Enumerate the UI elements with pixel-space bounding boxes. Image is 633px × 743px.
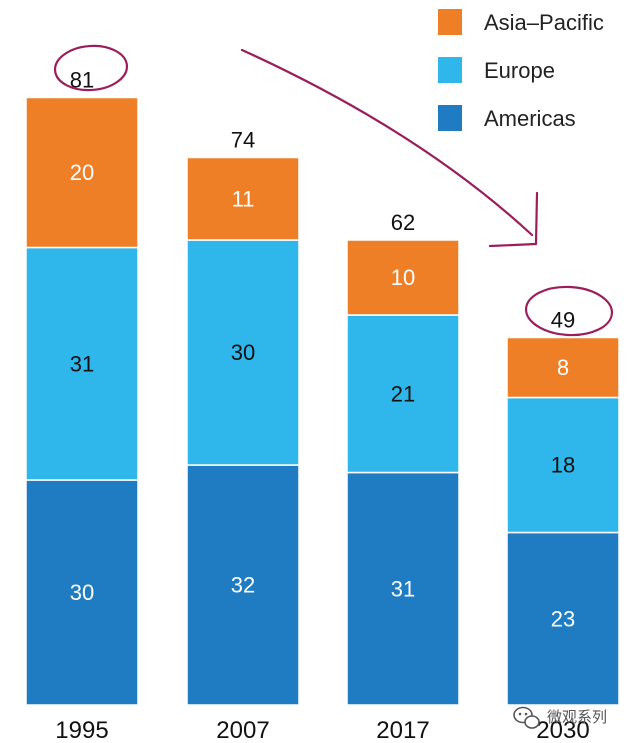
- data-label-asia-pacific-2030: 8: [557, 355, 569, 380]
- segment-labels-layer: 30 31 20 32 30 11 31 21 10 23 18 8: [70, 160, 575, 631]
- data-label-europe-2030: 18: [551, 453, 575, 478]
- x-tick-label-2030: 2030: [536, 717, 589, 743]
- data-label-asia-pacific-2007: 11: [232, 186, 255, 211]
- legend-label-americas: Americas: [484, 106, 576, 131]
- bar-europe-2030: [506, 396, 620, 534]
- bars-layer: [25, 96, 620, 706]
- arrow-annotation: [240, 48, 534, 237]
- total-label-2030: 49: [551, 308, 575, 333]
- circle-annotation-2030: [524, 285, 614, 337]
- data-label-asia-pacific-1995: 20: [70, 160, 94, 185]
- bar-europe-1995: [25, 246, 139, 481]
- data-label-europe-1995: 31: [70, 351, 94, 376]
- bar-europe-2007: [186, 239, 300, 466]
- data-label-americas-2030: 23: [551, 606, 575, 631]
- x-axis-labels: 1995 2007 2017 2030: [55, 717, 589, 743]
- watermark-text: 微观系列: [547, 709, 607, 726]
- total-label-2017: 62: [391, 210, 415, 235]
- data-label-europe-2017: 21: [391, 381, 415, 406]
- bar-asia-pacific-2007: [186, 156, 300, 241]
- bar-americas-1995: [25, 479, 139, 706]
- data-label-americas-2017: 31: [391, 576, 415, 601]
- bar-asia-pacific-1995: [25, 96, 139, 249]
- data-label-americas-1995: 30: [70, 580, 94, 605]
- bar-europe-2017: [346, 314, 460, 474]
- x-tick-label-2017: 2017: [376, 717, 429, 743]
- watermark: 微观系列: [513, 706, 607, 729]
- arrow-head-icon: [488, 191, 539, 248]
- data-label-asia-pacific-2017: 10: [391, 265, 415, 290]
- legend: Asia–Pacific Europe Americas: [438, 9, 604, 131]
- legend-label-asia-pacific: Asia–Pacific: [484, 10, 604, 35]
- handwritten-annotations: [53, 44, 614, 337]
- legend-label-europe: Europe: [484, 58, 555, 83]
- x-tick-label-1995: 1995: [55, 717, 108, 743]
- total-label-2007: 74: [231, 128, 255, 153]
- bar-americas-2017: [346, 471, 460, 706]
- wechat-icon: [513, 706, 540, 729]
- bar-americas-2030: [506, 531, 620, 706]
- circle-annotation-1995: [53, 44, 129, 92]
- x-tick-label-2007: 2007: [216, 717, 269, 743]
- data-label-europe-2007: 30: [231, 340, 255, 365]
- bar-asia-pacific-2017: [346, 239, 460, 316]
- legend-swatch-europe: [438, 57, 462, 83]
- bar-americas-2007: [186, 464, 300, 706]
- data-label-americas-2007: 32: [231, 573, 255, 598]
- legend-swatch-americas: [438, 105, 462, 131]
- legend-swatch-asia-pacific: [438, 9, 462, 35]
- bar-asia-pacific-2030: [506, 336, 620, 399]
